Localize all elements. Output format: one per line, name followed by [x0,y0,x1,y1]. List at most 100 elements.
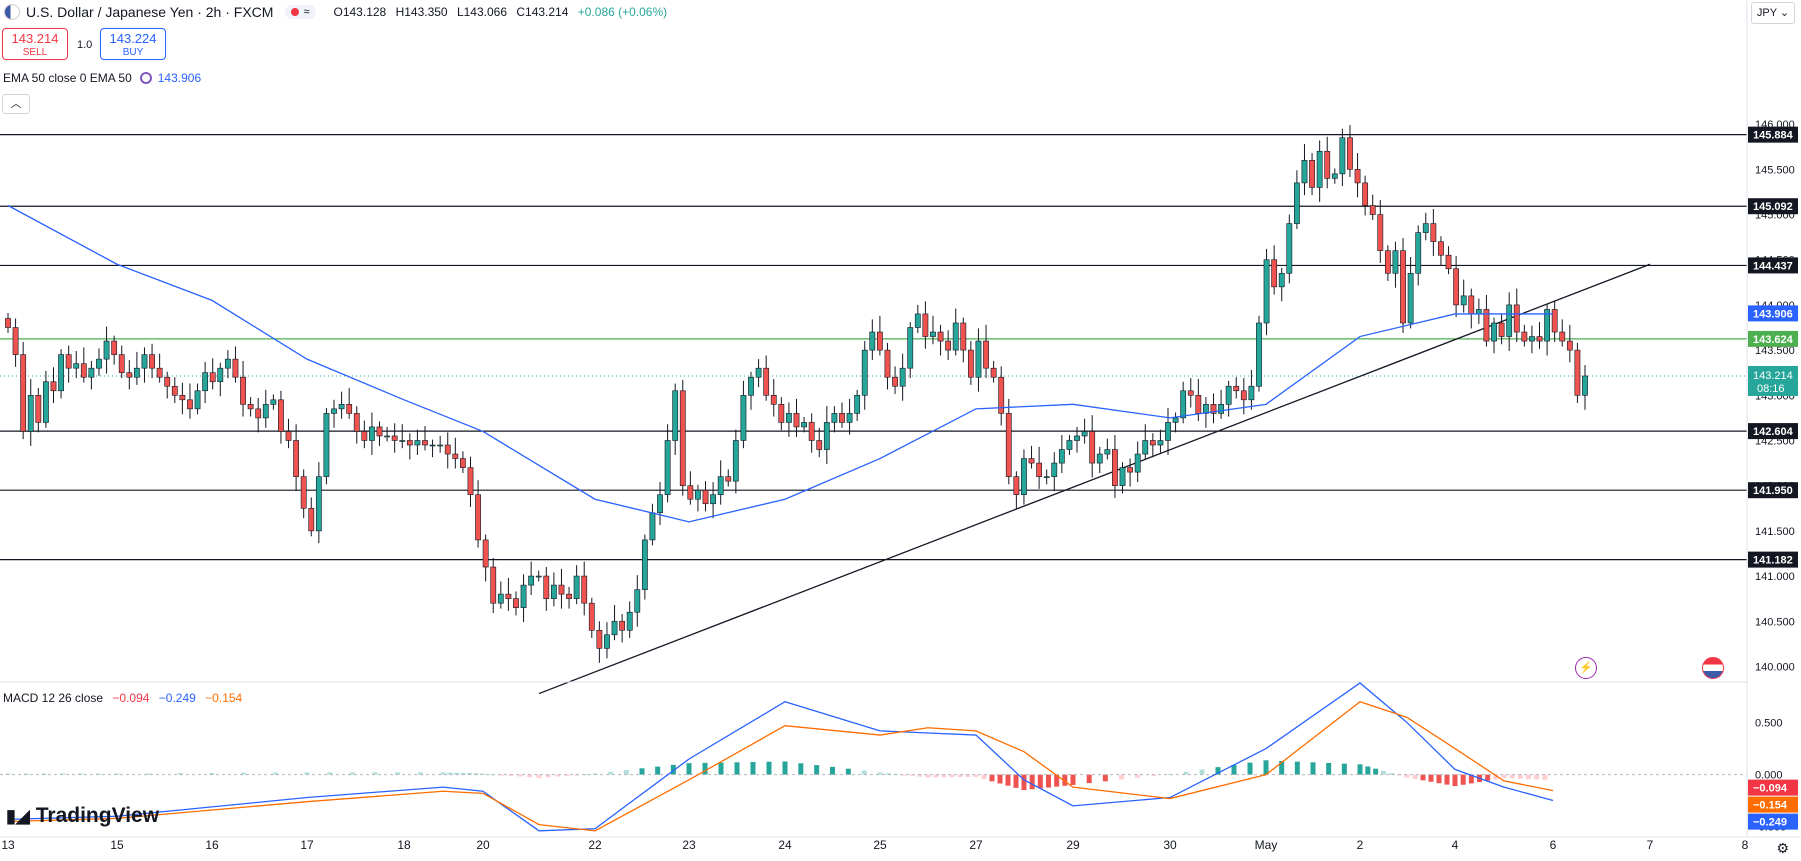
macd-histogram-bar [583,774,589,776]
candle-body [543,575,550,599]
candle-body [164,376,171,387]
macd-histogram-bar [1183,771,1189,775]
tradingview-logo[interactable]: ▮◢ TradingView [6,804,159,828]
candle-body [1278,272,1285,288]
macd-histogram-bar [592,773,598,775]
macd-histogram-bar [395,772,401,775]
candle-body [118,354,125,374]
level-price-tag [1748,257,1798,274]
market-status-pill[interactable]: ≈ [285,5,316,19]
macd-histogram-bar [885,773,891,775]
macd-histogram-bar [209,772,215,775]
macd-histogram-bar [5,773,11,775]
settings-gear-icon[interactable]: ⚙ [1776,840,1789,856]
candle-body [399,440,406,442]
buy-label: BUY [122,47,144,58]
collapse-legend-button[interactable]: ︿ [2,94,30,114]
level-price-tag [1748,198,1798,215]
buy-button[interactable]: 143.224 BUY [100,28,166,60]
candle-body [1043,476,1050,478]
candle-body [88,367,95,378]
candle-body [376,426,383,437]
candle-body [899,367,906,387]
x-tick-label: 24 [778,838,792,852]
order-size[interactable]: 1.0 [77,39,93,51]
candle-body [922,313,929,337]
y-tick-label: 145.500 [1755,164,1795,176]
sell-button[interactable]: 143.214 SELL [2,28,68,60]
macd-histogram-bar [473,773,479,775]
candle-body [1566,340,1573,351]
y-tick-label: 141.000 [1755,571,1795,583]
candle-body [1036,462,1043,477]
level-price-tag [1748,423,1798,440]
candle-body [884,349,891,378]
candle-body [1157,440,1164,446]
macd-histogram-bar [349,772,355,775]
economic-calendar-flag-icon[interactable] [1702,657,1724,679]
candle-body [1521,331,1528,342]
candle-body [1331,173,1338,179]
macd-histogram-bar [1404,774,1410,778]
candle-body [611,620,618,636]
candle-body [1400,250,1406,324]
candle-body [1240,390,1247,401]
candle-body [914,313,921,328]
candle-body [58,354,64,392]
candle-body [369,426,375,441]
candle-body [1347,137,1353,170]
macd-histogram-bar [508,774,514,776]
macd-histogram-group [5,760,1548,791]
candle-body [1089,431,1096,464]
candle-body [179,394,186,401]
candle-body [270,399,277,405]
market-closed-dot-icon [291,8,300,16]
x-tick-label: 7 [1647,838,1654,852]
currency-label: JPY [1756,7,1777,19]
macd-legend[interactable]: MACD 12 26 close −0.094 −0.249 −0.154 [3,691,242,705]
level-price-label: 145.884 [1753,130,1794,142]
candle-body [240,376,246,405]
candle-body [1058,449,1065,464]
tradingview-mark-icon: ▮◢ [6,805,30,826]
candle-body [156,367,163,378]
macd-histogram-bar [241,772,247,775]
candle-body [20,354,27,432]
candle-body [1445,254,1452,270]
candle-body [1415,232,1422,274]
ohlc-readout: O143.128 H143.350 L143.066 C143.214 +0.0… [334,5,674,19]
lightning-icon[interactable]: ⚡ [1575,657,1597,679]
x-tick-label: 17 [300,838,314,852]
macd-line-value: −0.249 [158,691,196,705]
candle-body [429,444,436,447]
candle-body [528,575,535,586]
chevron-down-icon: ⌄ [1779,7,1790,19]
macd-histogram-bar [1460,774,1466,785]
candle-body [786,413,792,423]
macd-histogram-bar [517,774,523,777]
candle-body [255,408,262,419]
refresh-icon[interactable] [139,72,152,84]
macd-histogram-bar [766,761,772,775]
open-value: O143.128 [333,5,387,19]
symbol-title[interactable]: U.S. Dollar / Japanese Yen · 2h · FXCM [26,4,274,20]
level-price-label: 144.437 [1753,260,1793,272]
candle-body [1172,417,1179,423]
macd-histogram-bar [1493,774,1499,780]
candle-body [171,385,178,396]
macd-histogram-bar [96,773,102,775]
level-price-label: 145.092 [1753,201,1793,213]
ema-legend[interactable]: EMA 50 close 0 EMA 50 143.906 [3,71,201,85]
candle-body [581,575,588,604]
candle-body [1119,467,1126,486]
macd-histogram-bar [782,761,788,775]
macd-histogram-bar [1341,763,1347,775]
macd-histogram-bar [989,774,995,782]
ema-price-tag [1748,305,1798,322]
x-tick-label: May [1255,838,1278,852]
candle-body [975,340,982,378]
currency-selector[interactable]: JPY ⌄ [1751,2,1795,24]
candle-body [1551,309,1558,333]
macd-histogram-bar [1215,767,1221,775]
